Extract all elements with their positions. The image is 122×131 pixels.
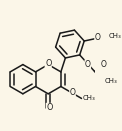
Text: CH₃: CH₃ [109,33,121,39]
Text: O: O [45,59,51,68]
Text: O: O [70,88,76,97]
Text: O: O [101,60,107,69]
Text: O: O [85,60,91,69]
Text: O: O [95,34,101,42]
Text: CH₃: CH₃ [83,95,96,102]
Text: CH₃: CH₃ [105,78,118,84]
Text: O: O [46,103,53,112]
